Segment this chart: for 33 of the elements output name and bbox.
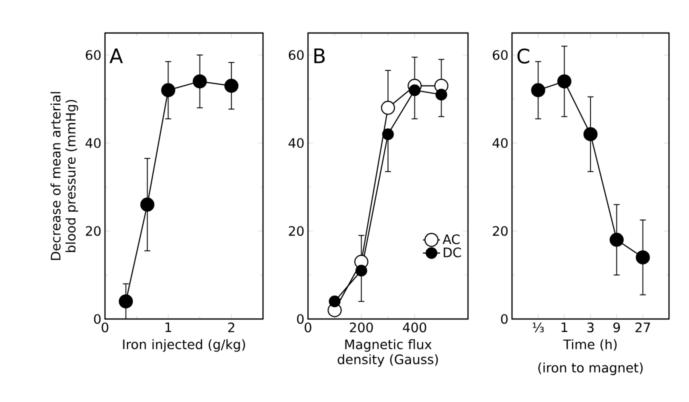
y-tick-label: 60 bbox=[288, 50, 304, 60]
x-tick-label: 3 bbox=[587, 322, 594, 332]
x-tick-label: 400 bbox=[402, 322, 426, 332]
y-tick-label: 20 bbox=[86, 226, 101, 236]
x-tick-label: 9 bbox=[613, 322, 620, 332]
x-axis-title: Iron injected (g/kg) bbox=[123, 339, 246, 352]
x-tick-label: 200 bbox=[350, 322, 373, 332]
legend-label: AC bbox=[442, 234, 460, 244]
y-tick-label: 20 bbox=[492, 226, 508, 236]
annotation: B bbox=[314, 48, 325, 64]
x-tick-label: ⅓ bbox=[532, 322, 544, 332]
x-tick-label: 0 bbox=[304, 322, 312, 332]
annotation: C bbox=[517, 48, 530, 64]
legend-label: DC bbox=[444, 247, 461, 258]
y-tick-label: 0 bbox=[501, 314, 508, 324]
y-tick-label: 60 bbox=[86, 50, 101, 60]
y-tick-label: 40 bbox=[288, 138, 304, 148]
y-tick-label: 40 bbox=[492, 138, 508, 148]
x-tick-label: 1 bbox=[562, 322, 568, 332]
y-tick-label: 40 bbox=[86, 138, 101, 148]
y-axis-title: Decrease of mean arterial blood pressure (mmHg) bbox=[50, 92, 78, 260]
x-tick-label: 2 bbox=[228, 322, 234, 332]
y-tick-label: 0 bbox=[94, 314, 101, 324]
y-tick-label: 0 bbox=[297, 314, 304, 324]
y-tick-label: 20 bbox=[288, 226, 304, 236]
x-tick-label: 0 bbox=[102, 322, 108, 332]
y-tick-label: 60 bbox=[492, 50, 508, 60]
x-tick-label: 1 bbox=[165, 322, 172, 332]
annotation: A bbox=[110, 48, 123, 64]
text: (iron to magnet) bbox=[538, 362, 643, 376]
x-axis-title: Time (h) bbox=[563, 339, 617, 351]
x-axis-title: Magnetic flux density (Gauss) bbox=[338, 339, 438, 367]
x-tick-label: 27 bbox=[636, 322, 650, 332]
